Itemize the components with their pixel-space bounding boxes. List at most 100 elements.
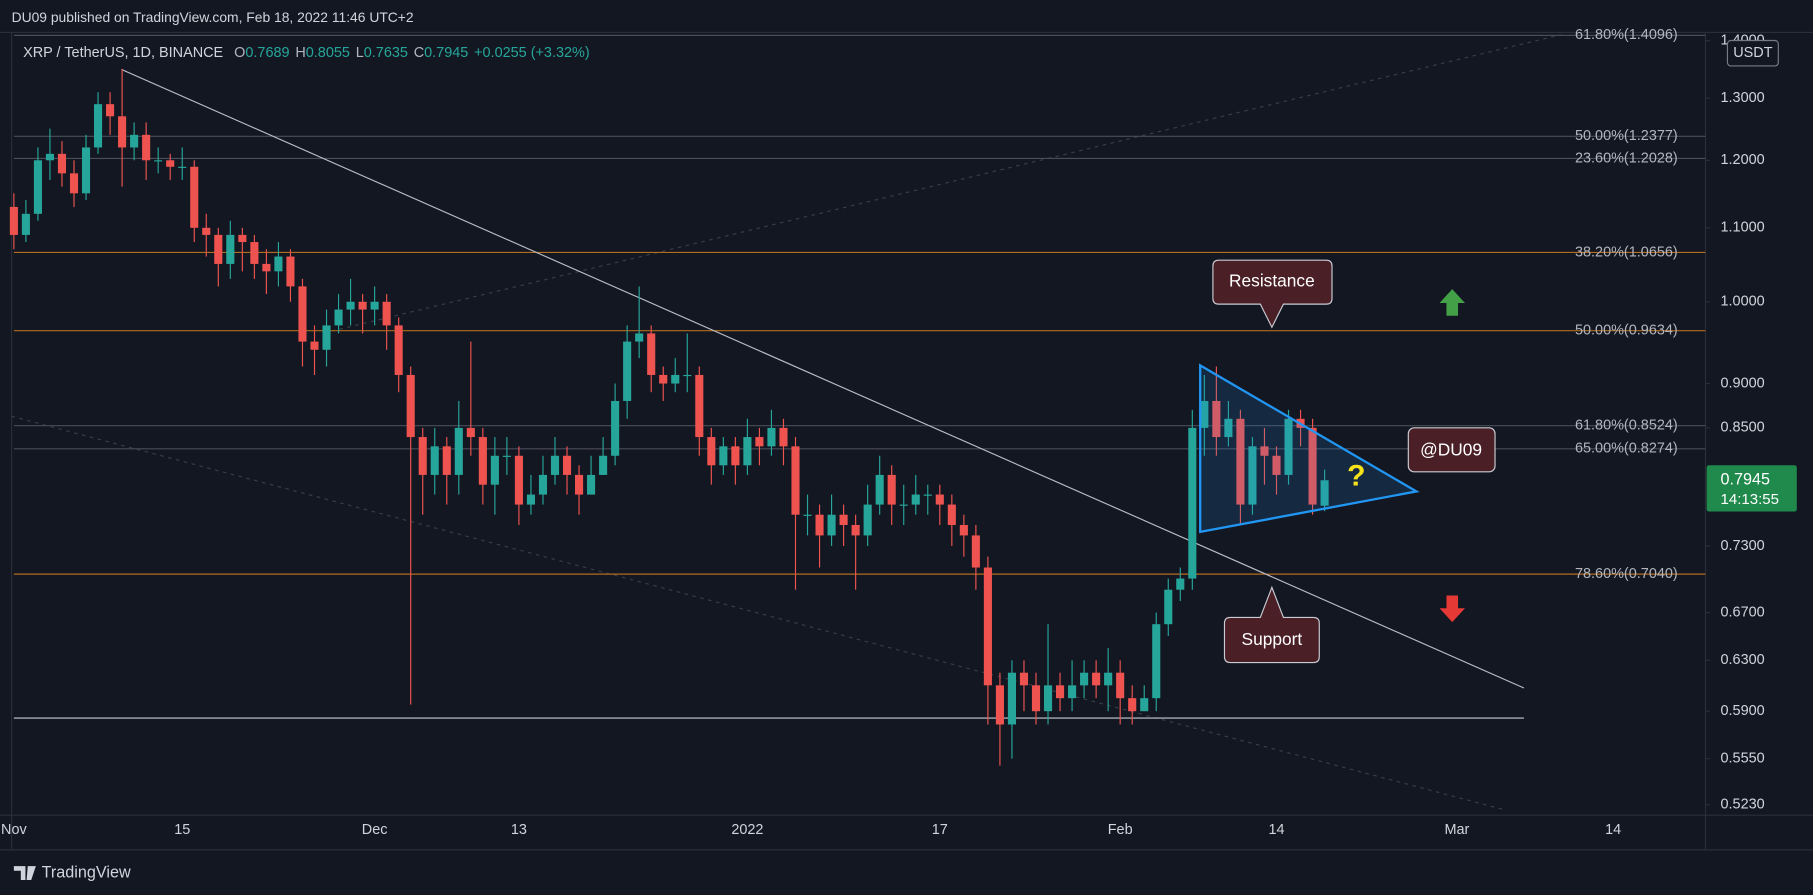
candle-body [935, 494, 944, 505]
y-tick-label: 0.5550 [1721, 750, 1765, 766]
level-label: 38.20%(1.0656) [1575, 244, 1678, 260]
candle-body [1248, 446, 1257, 505]
trend-line [121, 68, 1525, 689]
candle-body [238, 234, 247, 243]
candle-body [1116, 672, 1125, 699]
legend-value: 0.7635 [364, 45, 408, 61]
candle-body [57, 153, 67, 174]
legend-change: +0.0255 (+3.32%) [474, 45, 590, 61]
candle-body [406, 374, 415, 438]
x-tick-label: 17 [932, 822, 948, 838]
candle-body [1043, 685, 1053, 712]
candle-body [33, 160, 42, 214]
candle-body [562, 455, 572, 475]
y-tick-label: 1.3000 [1721, 90, 1765, 106]
author-callout: @DU09 [1407, 427, 1496, 473]
candle-body [1080, 672, 1089, 686]
candle-body [971, 535, 980, 568]
candle-body [394, 325, 403, 375]
legend-value: 0.7945 [424, 45, 468, 61]
candle-body [1056, 685, 1065, 699]
y-tick-label: 0.6700 [1721, 604, 1765, 620]
level-label: 61.80%(0.8524) [1575, 418, 1678, 434]
candle-body [707, 437, 716, 466]
candle-body [21, 213, 30, 235]
candle-body [1308, 427, 1317, 505]
y-tick-label: 0.5230 [1721, 797, 1765, 813]
candle-body [154, 160, 163, 162]
candle-body [382, 301, 391, 326]
x-tick-label: 14 [1605, 822, 1621, 838]
x-axis: Nov 15 Dec 13 2022 17 Feb 14 Mar 14 [1, 822, 1621, 838]
candle-body [166, 160, 175, 167]
callout-box [1212, 259, 1333, 329]
price-tag-box [1706, 465, 1797, 512]
y-axis: 1.40001.30001.20001.10001.00000.90000.85… [1705, 32, 1765, 813]
x-tick-label: 14 [1268, 822, 1284, 838]
author-label: @DU09 [1420, 440, 1482, 460]
callout-box [1407, 427, 1496, 473]
y-tick-label: 1.2000 [1721, 152, 1765, 168]
legend-key: L [356, 45, 364, 61]
candle-body [526, 494, 535, 505]
legend-value: 0.7689 [245, 45, 289, 61]
currency: USDT [1733, 45, 1772, 61]
candle-body [69, 173, 79, 194]
channel-line [11, 415, 1504, 810]
candle-body [803, 514, 812, 516]
candle-body [178, 166, 187, 168]
x-tick-label: 13 [511, 822, 527, 838]
candle-body [45, 153, 54, 161]
candle-body [1188, 427, 1197, 579]
callout-box [1223, 585, 1320, 664]
support-callout: Support [1223, 585, 1320, 664]
candle-body [647, 333, 656, 375]
resistance-label: Resistance [1229, 271, 1315, 291]
candle-body [250, 242, 259, 264]
candle-body [719, 446, 728, 466]
candle-body [683, 374, 692, 377]
candle-body [875, 474, 884, 505]
y-tick-label: 0.7300 [1721, 538, 1765, 554]
price-tag-value: 0.7945 [1721, 471, 1770, 489]
candle-body [9, 206, 18, 235]
candle-body [923, 494, 932, 496]
candle-body [202, 227, 211, 235]
candle-body [671, 374, 680, 384]
candle-body [1176, 578, 1185, 590]
candle-body [502, 455, 511, 457]
logo-icon [13, 866, 36, 880]
candle-body [599, 455, 608, 475]
candle-body [118, 116, 127, 148]
legend-key: C [414, 45, 424, 61]
candle-body [959, 525, 968, 536]
candle-body [1260, 446, 1269, 456]
candle-body [779, 427, 788, 447]
candle-body [262, 263, 271, 272]
candle-body [791, 446, 800, 515]
candle-body [827, 514, 836, 536]
x-tick-label: Feb [1108, 822, 1133, 838]
candle-body [659, 374, 668, 384]
x-tick-label: Mar [1444, 822, 1469, 838]
candle-body [815, 514, 824, 536]
candle-body [106, 104, 115, 117]
brand: TradingView [42, 863, 131, 881]
candle-body [575, 474, 584, 495]
publisher-line: DU09 published on TradingView.com, Feb 1… [12, 9, 414, 25]
x-tick-label: Dec [362, 822, 388, 838]
candle-body [1007, 672, 1016, 725]
candle-body [767, 427, 776, 447]
candle-body [226, 234, 235, 264]
level-label: 50.00%(1.2377) [1575, 128, 1678, 144]
resistance-callout: Resistance [1212, 259, 1333, 329]
candle-body [851, 525, 860, 536]
candle-body [1200, 400, 1209, 428]
candle-body [418, 437, 427, 475]
legend-key: O [234, 45, 245, 61]
price-tag: 0.7945 14:13:55 [1706, 465, 1797, 512]
x-tick-label: 15 [174, 822, 190, 838]
candle-body [490, 455, 499, 485]
